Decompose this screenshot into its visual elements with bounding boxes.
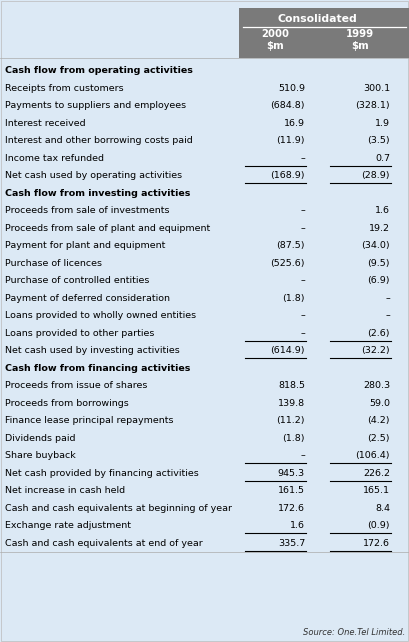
Text: Cash flow from investing activities: Cash flow from investing activities: [5, 189, 190, 198]
Text: Proceeds from borrowings: Proceeds from borrowings: [5, 399, 129, 408]
Text: $m: $m: [266, 41, 284, 51]
Text: 59.0: 59.0: [369, 399, 390, 408]
Text: 1.9: 1.9: [375, 119, 390, 128]
Text: Finance lease principal repayments: Finance lease principal repayments: [5, 416, 173, 425]
Text: (3.5): (3.5): [367, 136, 390, 145]
Text: 1.6: 1.6: [290, 521, 305, 530]
Text: Source: One.Tel Limited.: Source: One.Tel Limited.: [303, 628, 405, 637]
Text: 300.1: 300.1: [363, 83, 390, 92]
Text: (328.1): (328.1): [355, 101, 390, 110]
Text: Net cash used by operating activities: Net cash used by operating activities: [5, 171, 182, 180]
Text: –: –: [300, 206, 305, 215]
Text: 335.7: 335.7: [278, 539, 305, 548]
Text: Consolidated: Consolidated: [278, 14, 357, 24]
Text: 1.6: 1.6: [375, 206, 390, 215]
Text: Payment of deferred consideration: Payment of deferred consideration: [5, 294, 170, 303]
Text: (9.5): (9.5): [368, 259, 390, 268]
Text: (1.8): (1.8): [283, 434, 305, 443]
Text: Income tax refunded: Income tax refunded: [5, 153, 104, 163]
Text: 8.4: 8.4: [375, 504, 390, 513]
Text: (34.0): (34.0): [362, 241, 390, 250]
Text: 1999: 1999: [346, 29, 374, 39]
Text: Net cash used by investing activities: Net cash used by investing activities: [5, 346, 180, 355]
Text: –: –: [300, 451, 305, 460]
Text: Cash flow from operating activities: Cash flow from operating activities: [5, 66, 193, 75]
Text: (525.6): (525.6): [270, 259, 305, 268]
Text: (11.9): (11.9): [276, 136, 305, 145]
Text: (1.8): (1.8): [283, 294, 305, 303]
Text: 165.1: 165.1: [363, 486, 390, 495]
Text: Cash flow from financing activities: Cash flow from financing activities: [5, 364, 190, 373]
Text: –: –: [300, 224, 305, 233]
Text: Receipts from customers: Receipts from customers: [5, 83, 124, 92]
Text: Proceeds from sale of plant and equipment: Proceeds from sale of plant and equipmen…: [5, 224, 210, 233]
Text: –: –: [300, 311, 305, 320]
Text: Interest and other borrowing costs paid: Interest and other borrowing costs paid: [5, 136, 193, 145]
Text: $m: $m: [351, 41, 369, 51]
Text: Cash and cash equivalents at end of year: Cash and cash equivalents at end of year: [5, 539, 203, 548]
Text: –: –: [385, 294, 390, 303]
Text: 2000: 2000: [261, 29, 289, 39]
Text: (684.8): (684.8): [270, 101, 305, 110]
Text: (106.4): (106.4): [355, 451, 390, 460]
Text: (32.2): (32.2): [362, 346, 390, 355]
Text: Purchase of licences: Purchase of licences: [5, 259, 102, 268]
Text: Purchase of controlled entities: Purchase of controlled entities: [5, 276, 149, 285]
Text: (6.9): (6.9): [368, 276, 390, 285]
Text: 139.8: 139.8: [278, 399, 305, 408]
Text: (0.9): (0.9): [368, 521, 390, 530]
Text: 16.9: 16.9: [284, 119, 305, 128]
Text: Net increase in cash held: Net increase in cash held: [5, 486, 125, 495]
Text: –: –: [300, 153, 305, 163]
Bar: [239, 8, 409, 58]
Text: (87.5): (87.5): [276, 241, 305, 250]
Text: 945.3: 945.3: [278, 469, 305, 478]
Text: 172.6: 172.6: [363, 539, 390, 548]
Text: 818.5: 818.5: [278, 381, 305, 390]
Text: Payments to suppliers and employees: Payments to suppliers and employees: [5, 101, 186, 110]
Text: (11.2): (11.2): [276, 416, 305, 425]
Text: (2.6): (2.6): [368, 329, 390, 338]
Text: (28.9): (28.9): [362, 171, 390, 180]
Text: 226.2: 226.2: [363, 469, 390, 478]
Text: (168.9): (168.9): [270, 171, 305, 180]
Text: Exchange rate adjustment: Exchange rate adjustment: [5, 521, 131, 530]
Text: 510.9: 510.9: [278, 83, 305, 92]
Text: 280.3: 280.3: [363, 381, 390, 390]
Text: 0.7: 0.7: [375, 153, 390, 163]
Text: Proceeds from issue of shares: Proceeds from issue of shares: [5, 381, 147, 390]
Text: Share buyback: Share buyback: [5, 451, 76, 460]
Text: Interest received: Interest received: [5, 119, 85, 128]
Text: Proceeds from sale of investments: Proceeds from sale of investments: [5, 206, 169, 215]
Text: –: –: [300, 329, 305, 338]
Text: Payment for plant and equipment: Payment for plant and equipment: [5, 241, 165, 250]
Text: Dividends paid: Dividends paid: [5, 434, 76, 443]
Text: 172.6: 172.6: [278, 504, 305, 513]
Text: 19.2: 19.2: [369, 224, 390, 233]
Text: Cash and cash equivalents at beginning of year: Cash and cash equivalents at beginning o…: [5, 504, 232, 513]
Text: (614.9): (614.9): [270, 346, 305, 355]
Text: –: –: [300, 276, 305, 285]
Text: 161.5: 161.5: [278, 486, 305, 495]
Text: Net cash provided by financing activities: Net cash provided by financing activitie…: [5, 469, 199, 478]
Text: Loans provided to wholly owned entities: Loans provided to wholly owned entities: [5, 311, 196, 320]
Text: (4.2): (4.2): [368, 416, 390, 425]
Text: Loans provided to other parties: Loans provided to other parties: [5, 329, 154, 338]
Text: –: –: [385, 311, 390, 320]
Text: (2.5): (2.5): [368, 434, 390, 443]
